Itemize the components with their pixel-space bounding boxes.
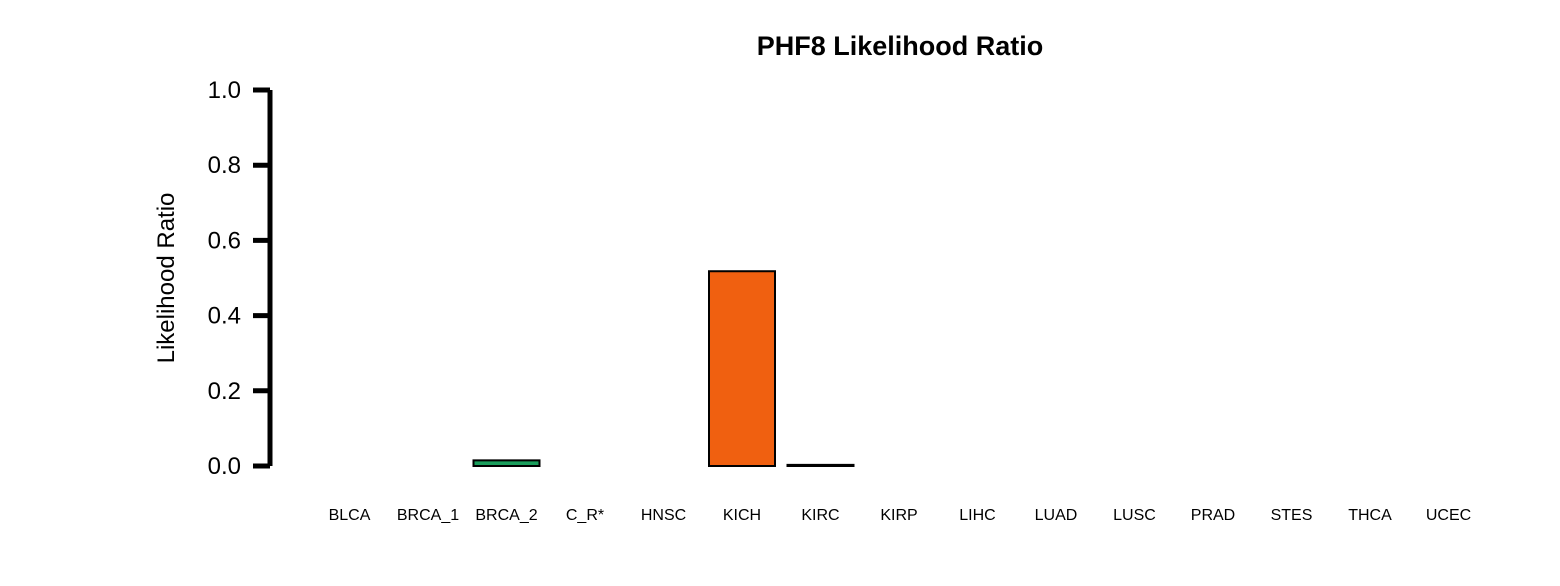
x-tick-label: THCA — [1348, 507, 1392, 524]
x-tick-label: STES — [1271, 507, 1313, 524]
y-tick-label: 0.2 — [208, 378, 241, 405]
bar-kich — [708, 270, 776, 467]
x-tick-label: PRAD — [1191, 507, 1235, 524]
x-tick-label: BLCA — [329, 507, 371, 524]
y-tick-label: 1.0 — [208, 77, 241, 104]
y-tick-label: 0.6 — [208, 227, 241, 254]
bar-kirc — [786, 463, 855, 468]
x-axis-tick-labels: BLCA BRCA_1 BRCA_2 C_R* HNSC KICH KIRC KIRP LIHC… — [329, 507, 1472, 524]
x-tick-label: BRCA_1 — [397, 507, 459, 524]
y-tick-label: 0.0 — [208, 453, 241, 480]
x-tick-label: HNSC — [641, 507, 686, 524]
chart-title: PHF8 Likelihood Ratio — [757, 31, 1044, 61]
y-tick-label: 0.8 — [208, 152, 241, 179]
x-tick-label: KIRP — [880, 507, 917, 524]
x-tick-label: LIHC — [959, 507, 995, 524]
y-axis-ticks: 0.0 0.2 0.4 0.6 0.8 1.0 — [208, 77, 270, 480]
x-tick-label: C_R* — [566, 507, 604, 524]
x-tick-label: LUAD — [1035, 507, 1078, 524]
bars-group — [472, 270, 855, 468]
y-axis-label: Likelihood Ratio — [153, 193, 180, 364]
x-tick-label: BRCA_2 — [475, 507, 537, 524]
bar-brca-2 — [472, 459, 541, 467]
x-tick-label: UCEC — [1426, 507, 1471, 524]
x-tick-label: KICH — [723, 507, 761, 524]
y-tick-label: 0.4 — [208, 303, 241, 330]
x-tick-label: KIRC — [801, 507, 839, 524]
x-tick-label: LUSC — [1113, 507, 1156, 524]
